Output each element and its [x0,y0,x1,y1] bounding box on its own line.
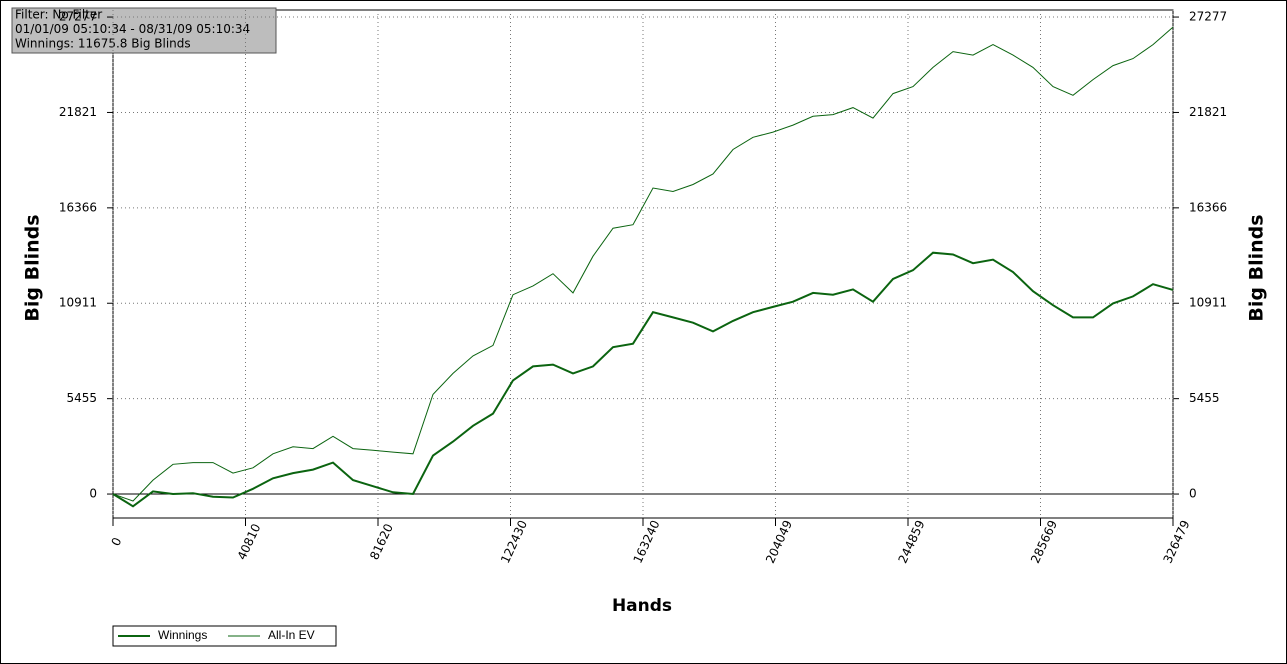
legend-label: Winnings [158,628,207,642]
info-text: Winnings: 11675.8 Big Blinds [15,37,191,51]
series-line [112,26,1174,502]
info-text: 01/01/09 05:10:34 - 08/31/09 05:10:34 [15,22,250,36]
y-tick-label: 10911 [59,296,97,310]
info-text: Filter: No Filter [15,8,102,22]
y-tick-label: 21821 [59,105,97,119]
y-tick-label: 27277 [59,10,97,24]
x-axis-label: Hands [612,596,672,616]
y-tick-label-right: 21821 [1189,105,1227,119]
y-tick-label: 5455 [66,391,97,405]
y-axis-label-right: Big Blinds [1246,214,1268,321]
y-tick-label-right: 10911 [1189,296,1227,310]
series-line [112,251,1174,508]
y-tick-label: 16366 [59,200,97,214]
y-tick-label-right: 5455 [1189,391,1220,405]
info-box [11,7,277,54]
y-tick-label-right: 0 [1189,487,1197,501]
y-tick-label-right: 27277 [1189,10,1227,24]
legend [112,625,337,647]
legend-label: All-In EV [268,628,315,642]
y-tick-label-right: 16366 [1189,200,1227,214]
y-axis-label: Big Blinds [22,214,44,321]
y-tick-label: 0 [89,487,97,501]
